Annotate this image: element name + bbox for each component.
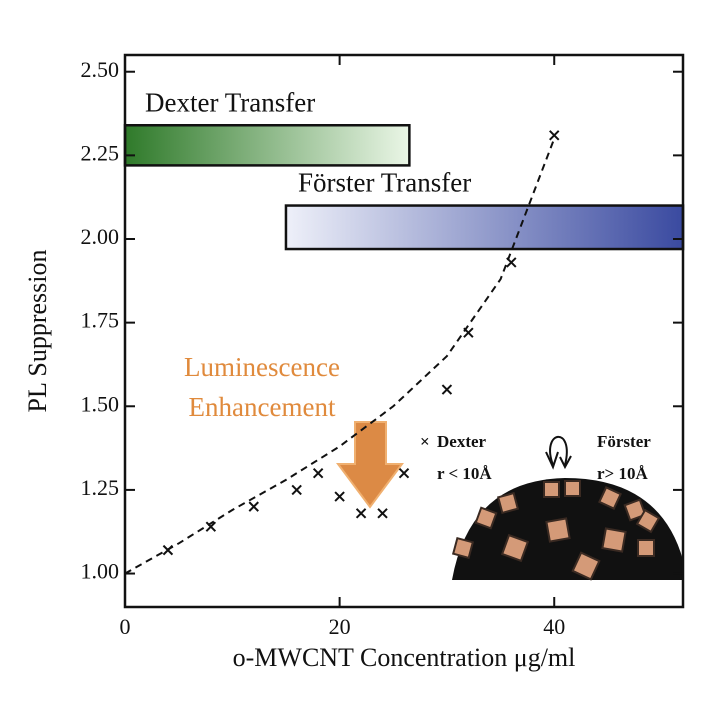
inset-label: r < 10Å: [437, 464, 492, 483]
x-tick-label: 0: [120, 614, 131, 639]
inset-label: Dexter: [437, 432, 487, 451]
scatter-point: [205, 521, 217, 532]
scatter-point: [355, 508, 367, 519]
arrow: [336, 421, 404, 509]
y-tick-label: 1.50: [81, 391, 120, 416]
y-tick-label: 1.25: [81, 475, 120, 500]
inset: [451, 435, 683, 581]
scatter-point: [291, 484, 302, 496]
y-tick-label: 2.00: [81, 224, 120, 249]
scatter-point: [334, 491, 345, 502]
annotation: Enhancement: [189, 392, 336, 422]
band: [284, 204, 685, 251]
inset-marker: ×: [420, 432, 430, 451]
scatter-point: [312, 467, 324, 479]
y-axis-label: PL Suppression: [23, 250, 52, 413]
y-tick-label: 1.75: [81, 308, 120, 333]
annotation: Luminescence: [184, 352, 340, 382]
x-tick-label: 40: [543, 614, 565, 639]
x-tick-label: 20: [329, 614, 351, 639]
scatter-point: [441, 384, 453, 395]
y-tick-label: 2.50: [81, 57, 120, 82]
scatter-point: [248, 501, 259, 512]
y-tick-label: 1.00: [81, 559, 120, 584]
plot-frame: [123, 53, 685, 609]
scatter-point: [549, 130, 560, 141]
band-label: Förster Transfer: [298, 168, 471, 198]
scatter-point: [398, 467, 410, 479]
y-tick-label: 2.25: [81, 140, 120, 165]
inset-label: Förster: [597, 432, 651, 451]
inset-label: r> 10Å: [597, 464, 648, 483]
band-label: Dexter Transfer: [145, 87, 315, 117]
scatter-point: [377, 508, 388, 519]
band: [123, 124, 411, 167]
x-axis-label: o-MWCNT Concentration μg/ml: [233, 643, 576, 672]
